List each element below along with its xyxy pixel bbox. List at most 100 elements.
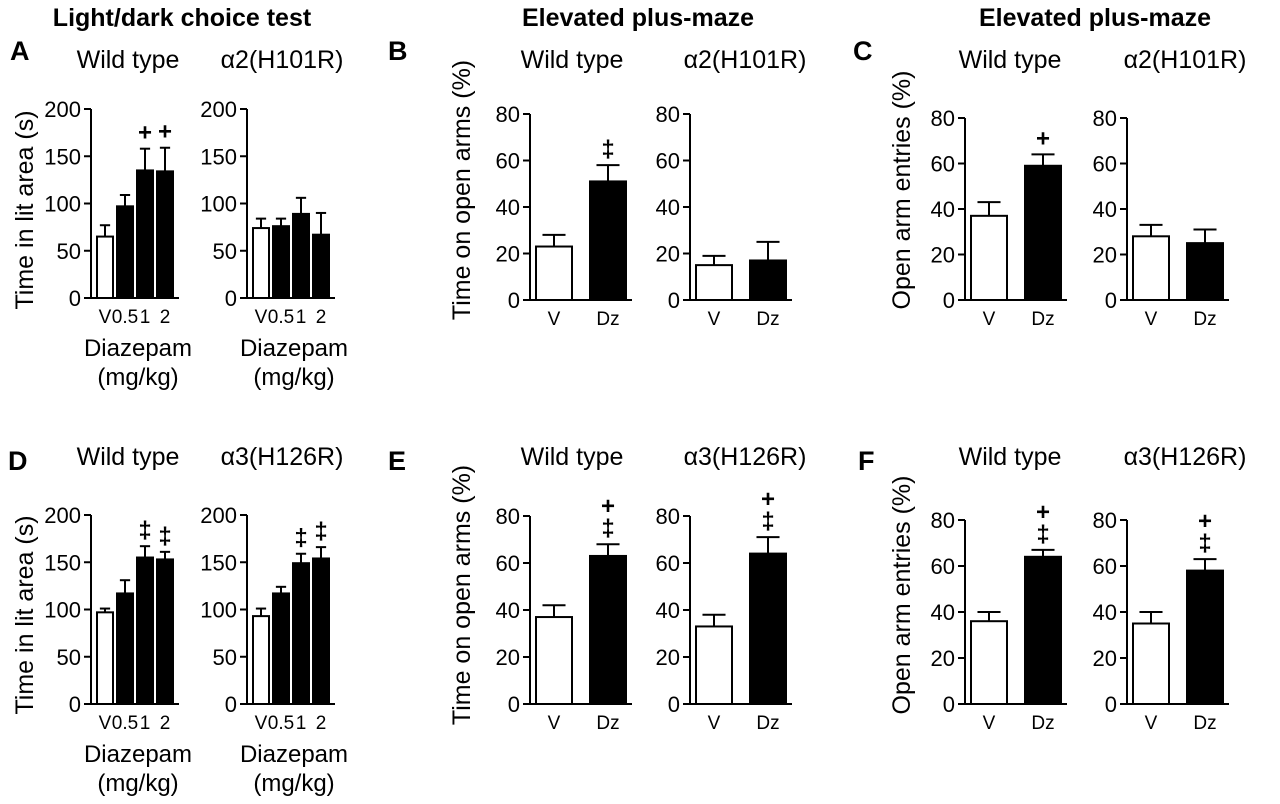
y-tick-label: 20 — [1093, 646, 1117, 671]
bar — [695, 625, 733, 706]
y-tick-label: 0 — [508, 692, 520, 717]
bar — [116, 205, 134, 300]
y-tick-label: 60 — [656, 149, 680, 174]
x-axis-unit: (mg/kg) — [253, 364, 334, 391]
panel-b: B Time on open arms (%) Wild type 0 20 40 60 80… — [388, 36, 806, 330]
y-axis-label: Open arm entries (%) — [888, 71, 916, 310]
significance-marker: ‡ — [314, 518, 327, 545]
x-tick-label: Dz — [1193, 309, 1216, 330]
chart-mutant: α2(H101R) 0 20 40 60 80 V Dz — [1093, 46, 1247, 330]
x-tick-label: 2 — [316, 713, 327, 734]
bar — [1024, 555, 1062, 705]
y-axis-label: Time in lit area (s) — [11, 515, 39, 714]
panel-letter: F — [858, 446, 875, 476]
significance-marker: ‡ — [1036, 521, 1049, 548]
bar — [96, 611, 114, 706]
bar — [136, 169, 154, 299]
y-tick-label: 100 — [200, 598, 237, 623]
bar — [116, 592, 134, 705]
x-tick-label: 2 — [316, 307, 327, 328]
y-tick-label: 20 — [656, 645, 680, 670]
x-tick-label: 2 — [160, 307, 171, 328]
x-tick-label: V — [1145, 713, 1158, 734]
bar — [156, 170, 174, 299]
bar — [96, 235, 114, 299]
y-tick-label: 60 — [1093, 152, 1117, 177]
bar — [252, 227, 270, 300]
bar — [589, 554, 627, 706]
y-tick-label: 20 — [931, 646, 955, 671]
bar — [292, 212, 310, 300]
y-axis-label: Open arm entries (%) — [888, 476, 916, 715]
y-axis-label: Time in lit area (s) — [11, 110, 39, 309]
section-header: Elevated plus-maze — [979, 4, 1211, 32]
chart-mutant: α2(H101R) 0 50 100 150 200 V 0.5 1 2 Diazepam(mg/k… — [200, 46, 348, 391]
x-tick-label: V — [708, 309, 721, 330]
y-tick-label: 60 — [656, 551, 680, 576]
y-tick-label: 40 — [496, 598, 520, 623]
chart-title: α3(H126R) — [1124, 443, 1247, 471]
x-tick-label: V — [99, 307, 112, 328]
y-tick-label: 0 — [225, 692, 237, 717]
bar — [1186, 242, 1224, 301]
bar — [749, 259, 787, 302]
y-tick-label: 150 — [200, 144, 237, 169]
bar — [535, 616, 573, 705]
y-tick-label: 200 — [44, 97, 81, 122]
x-tick-label: 1 — [140, 713, 151, 734]
x-axis-label: Diazepam — [84, 741, 192, 768]
y-tick-label: 40 — [656, 598, 680, 623]
x-tick-label: Dz — [756, 713, 779, 734]
chart-wild-type: Wild type 0 20 40 60 80 V Dz ‡ — [496, 46, 632, 330]
chart-wild-type: Wild type 0 20 40 60 80 V Dz + — [931, 46, 1067, 330]
y-tick-label: 200 — [44, 503, 81, 528]
significance-marker: + — [1198, 508, 1212, 535]
x-axis-label: Diazepam — [240, 335, 348, 362]
y-tick-label: 0 — [508, 288, 520, 313]
y-tick-label: 60 — [496, 149, 520, 174]
y-tick-label: 50 — [213, 645, 237, 670]
x-tick-label: V — [1145, 309, 1158, 330]
y-tick-label: 100 — [200, 192, 237, 217]
chart-mutant: α3(H126R) 0 20 40 60 80 V Dz ‡+ — [656, 443, 807, 734]
chart-title: Wild type — [77, 46, 180, 74]
chart-title: α3(H126R) — [221, 443, 344, 471]
x-tick-label: 0.5 — [268, 713, 294, 734]
bar — [292, 562, 310, 705]
y-tick-label: 0 — [69, 286, 81, 311]
chart-mutant: α2(H101R) 0 20 40 60 80 V Dz — [656, 46, 807, 330]
chart-title: Wild type — [521, 46, 624, 74]
y-tick-label: 0 — [943, 288, 955, 313]
bar — [695, 264, 733, 301]
significance-marker: ‡ — [601, 515, 614, 542]
chart-title: α3(H126R) — [684, 443, 807, 471]
y-tick-label: 40 — [656, 195, 680, 220]
x-tick-label: Dz — [596, 309, 619, 330]
bar — [156, 558, 174, 705]
panel-letter: A — [10, 36, 30, 66]
bar — [589, 180, 627, 301]
bar — [1024, 164, 1062, 301]
y-tick-label: 60 — [931, 152, 955, 177]
x-tick-label: 0.5 — [112, 307, 138, 328]
y-tick-label: 80 — [496, 504, 520, 529]
x-tick-label: V — [99, 713, 112, 734]
y-tick-label: 20 — [496, 242, 520, 267]
y-tick-label: 150 — [44, 550, 81, 575]
chart-title: α2(H101R) — [221, 46, 344, 74]
y-tick-label: 50 — [57, 645, 81, 670]
bar — [970, 620, 1008, 706]
y-tick-label: 80 — [656, 102, 680, 127]
x-tick-label: V — [548, 713, 561, 734]
x-axis-unit: (mg/kg) — [253, 770, 334, 797]
x-axis-label: Diazepam — [84, 335, 192, 362]
y-tick-label: 100 — [44, 192, 81, 217]
x-tick-label: Dz — [756, 309, 779, 330]
y-tick-label: 200 — [200, 97, 237, 122]
x-tick-label: Dz — [1031, 713, 1054, 734]
y-tick-label: 0 — [225, 286, 237, 311]
significance-marker: + — [138, 120, 152, 147]
x-tick-label: Dz — [1031, 309, 1054, 330]
